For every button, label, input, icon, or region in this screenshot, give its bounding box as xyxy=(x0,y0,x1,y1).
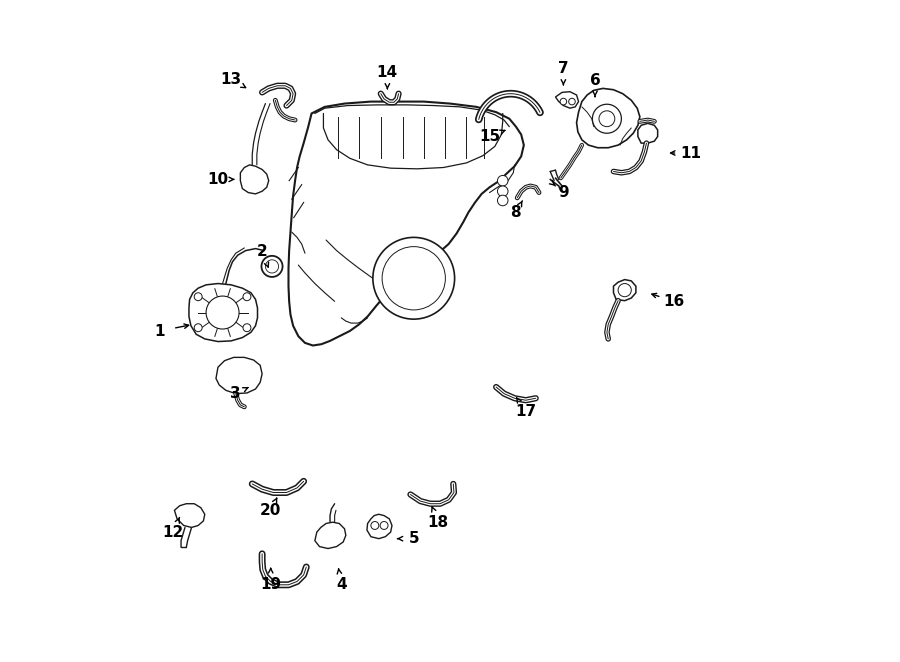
Text: 18: 18 xyxy=(428,514,449,530)
Text: 16: 16 xyxy=(663,294,685,309)
Circle shape xyxy=(373,238,454,319)
Polygon shape xyxy=(289,101,524,346)
Circle shape xyxy=(599,111,615,126)
Text: 20: 20 xyxy=(260,503,282,518)
Circle shape xyxy=(194,293,202,301)
Text: 1: 1 xyxy=(155,324,166,338)
Text: 10: 10 xyxy=(207,172,229,187)
Text: 4: 4 xyxy=(336,577,346,592)
Text: 5: 5 xyxy=(409,531,419,546)
Circle shape xyxy=(592,104,621,133)
Circle shape xyxy=(382,247,446,310)
Polygon shape xyxy=(315,522,346,549)
Circle shape xyxy=(243,293,251,301)
Circle shape xyxy=(206,296,239,329)
Text: 13: 13 xyxy=(220,71,242,87)
Text: 17: 17 xyxy=(515,404,536,419)
Text: 9: 9 xyxy=(558,185,569,200)
Polygon shape xyxy=(614,279,636,301)
Text: 2: 2 xyxy=(256,244,267,260)
Polygon shape xyxy=(638,123,658,143)
Text: 14: 14 xyxy=(377,65,398,80)
Circle shape xyxy=(498,186,508,197)
Text: 3: 3 xyxy=(230,386,241,401)
Circle shape xyxy=(243,324,251,332)
Text: 15: 15 xyxy=(479,129,500,144)
Circle shape xyxy=(560,98,567,105)
Polygon shape xyxy=(367,514,392,539)
Circle shape xyxy=(194,324,202,332)
Circle shape xyxy=(498,175,508,186)
Text: 19: 19 xyxy=(260,577,282,592)
Circle shape xyxy=(618,283,631,297)
Text: 7: 7 xyxy=(558,61,569,76)
Circle shape xyxy=(266,260,279,273)
Polygon shape xyxy=(216,357,262,394)
Polygon shape xyxy=(555,92,579,108)
Polygon shape xyxy=(577,89,640,148)
Circle shape xyxy=(380,522,388,530)
Circle shape xyxy=(569,98,575,105)
Text: 12: 12 xyxy=(163,524,184,540)
Text: 6: 6 xyxy=(590,73,600,88)
Polygon shape xyxy=(175,504,205,528)
Circle shape xyxy=(498,195,508,206)
Polygon shape xyxy=(240,165,269,194)
Text: 8: 8 xyxy=(510,205,521,220)
Circle shape xyxy=(262,256,283,277)
Circle shape xyxy=(371,522,379,530)
Polygon shape xyxy=(189,283,257,342)
Text: 11: 11 xyxy=(680,146,701,160)
